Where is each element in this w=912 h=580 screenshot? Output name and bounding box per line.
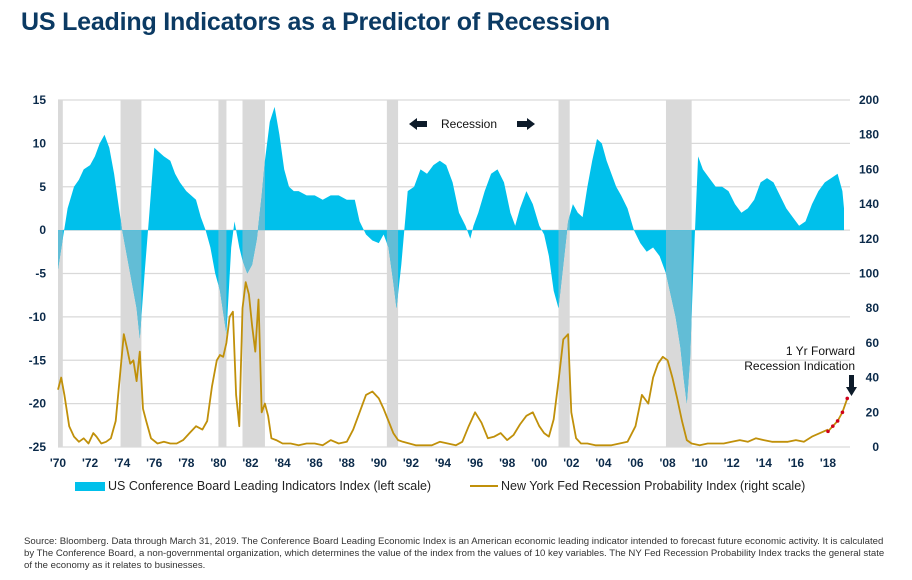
down-arrow-icon [846, 375, 857, 396]
x-tick-label: '06 [627, 456, 644, 470]
x-tick-label: '84 [274, 456, 291, 470]
x-tick-label: '82 [242, 456, 259, 470]
x-tick-label: '94 [435, 456, 452, 470]
y-right-tick-label: 200 [859, 93, 879, 107]
x-tick-label: '92 [403, 456, 420, 470]
x-tick-label: '12 [724, 456, 741, 470]
y-right-tick-label: 140 [859, 197, 879, 211]
x-tick-label: '76 [146, 456, 163, 470]
legend-swatch-line [470, 485, 498, 487]
forward-indication-label-line1: 1 Yr Forward [786, 344, 855, 358]
forward-indication-label-line2: Recession Indication [744, 359, 855, 373]
nyfed-line [57, 281, 829, 447]
x-tick-label: '00 [531, 456, 548, 470]
source-note: Source: Bloomberg. Data through March 31… [24, 536, 885, 571]
y-right-tick-label: 180 [859, 128, 879, 142]
x-tick-label: '14 [756, 456, 773, 470]
x-tick-label: '10 [692, 456, 709, 470]
legend-item-nyfed: New York Fed Recession Probability Index… [470, 479, 805, 493]
y-right-tick-label: 60 [866, 336, 880, 350]
recession-annotation: Recession [409, 117, 535, 131]
chart-title: US Leading Indicators as a Predictor of … [21, 8, 610, 36]
y-left-tick-label: 5 [39, 180, 46, 194]
x-tick-label: '78 [178, 456, 195, 470]
y-right-tick-label: 100 [859, 267, 879, 281]
x-tick-label: '98 [499, 456, 516, 470]
forward-projection-point [845, 396, 850, 401]
y-right-tick-label: 40 [866, 371, 880, 385]
lei-area [58, 106, 844, 404]
y-left-tick-label: -20 [29, 397, 47, 411]
y-right-tick-label: 20 [866, 405, 880, 419]
y-left-tick-label: -10 [29, 310, 47, 324]
x-tick-label: '90 [371, 456, 388, 470]
recession-label: Recession [441, 117, 497, 131]
y-left-tick-label: -25 [29, 440, 47, 454]
y-left-tick-label: -15 [29, 353, 47, 367]
forward-projection-point [831, 424, 835, 428]
y-left-tick-label: 0 [39, 223, 46, 237]
x-tick-label: '96 [467, 456, 484, 470]
y-right-tick-label: 0 [872, 440, 879, 454]
x-tick-label: '80 [210, 456, 227, 470]
y-left-tick-label: 10 [33, 136, 47, 150]
legend-swatch-area [75, 481, 105, 491]
legend-label-lei: US Conference Board Leading Indicators I… [108, 479, 432, 493]
y-left-tick-label: -5 [35, 267, 46, 281]
x-tick-label: '86 [307, 456, 324, 470]
y-right-tick-label: 80 [866, 301, 880, 315]
forward-projection-point [840, 410, 845, 415]
x-tick-label: '88 [339, 456, 356, 470]
x-tick-label: '18 [820, 456, 837, 470]
right-arrow-icon [517, 118, 535, 130]
x-tick-label: '08 [659, 456, 676, 470]
y-right-tick-label: 160 [859, 162, 879, 176]
y-right-tick-label: 120 [859, 232, 879, 246]
forward-projection-point [826, 429, 830, 434]
x-tick-label: '74 [114, 456, 131, 470]
lei-area-in-recession [58, 106, 692, 404]
x-tick-label: '04 [595, 456, 612, 470]
left-arrow-icon [409, 118, 427, 130]
legend-item-lei: US Conference Board Leading Indicators I… [75, 479, 431, 493]
x-tick-label: '70 [50, 456, 67, 470]
x-tick-label: '72 [82, 456, 99, 470]
x-tick-label: '02 [563, 456, 580, 470]
forward-projection-point [835, 419, 840, 423]
y-left-tick-label: 15 [33, 93, 47, 107]
legend-label-nyfed: New York Fed Recession Probability Index… [501, 479, 806, 493]
x-tick-label: '16 [788, 456, 805, 470]
